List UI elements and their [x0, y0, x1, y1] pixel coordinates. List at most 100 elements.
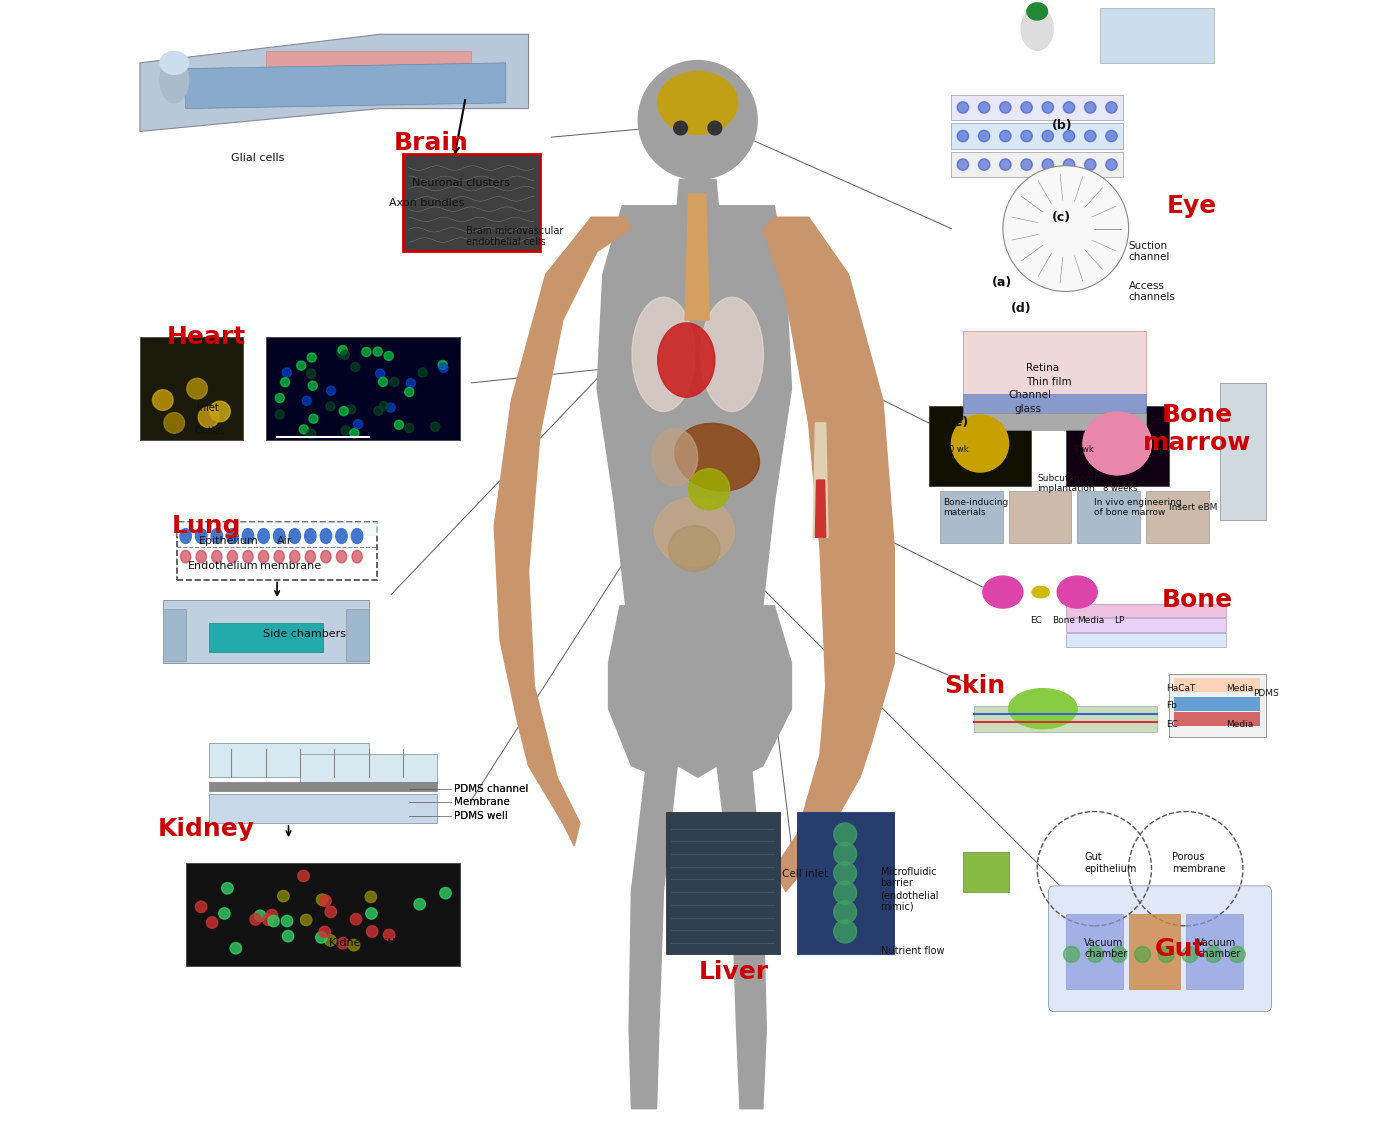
Bar	[1145, 491, 1208, 543]
Text: Bone-inducing
materials: Bone-inducing materials	[944, 498, 1009, 517]
Bar	[963, 413, 1145, 430]
Circle shape	[384, 929, 395, 941]
Ellipse shape	[227, 528, 238, 543]
Circle shape	[342, 426, 350, 435]
Text: Channel: Channel	[1008, 391, 1051, 400]
Circle shape	[1064, 946, 1079, 962]
Circle shape	[1064, 102, 1075, 113]
Text: Brain microvascular
endothelial cells: Brain microvascular endothelial cells	[466, 226, 563, 247]
Circle shape	[834, 901, 857, 924]
Circle shape	[1002, 166, 1128, 291]
Ellipse shape	[1032, 586, 1049, 598]
Ellipse shape	[631, 297, 694, 411]
Ellipse shape	[290, 550, 300, 563]
Circle shape	[1000, 159, 1011, 170]
Text: 0 wk: 0 wk	[949, 445, 969, 454]
Circle shape	[958, 159, 969, 170]
Text: glass: glass	[1015, 405, 1042, 414]
FancyArrowPatch shape	[274, 582, 280, 596]
Bar	[666, 812, 780, 954]
Bar	[952, 95, 1123, 120]
Text: PDMS: PDMS	[1253, 689, 1280, 698]
Ellipse shape	[211, 550, 223, 563]
Circle shape	[375, 369, 385, 378]
Text: (e): (e)	[949, 416, 969, 430]
Circle shape	[365, 892, 377, 903]
Circle shape	[218, 908, 230, 919]
Text: Membrane: Membrane	[454, 798, 510, 807]
Circle shape	[266, 910, 277, 921]
Ellipse shape	[273, 528, 284, 543]
Circle shape	[153, 390, 174, 410]
Circle shape	[255, 910, 266, 921]
Circle shape	[300, 425, 308, 434]
Ellipse shape	[675, 423, 759, 491]
Ellipse shape	[1008, 688, 1077, 729]
Polygon shape	[598, 206, 791, 606]
Circle shape	[298, 870, 309, 881]
Text: PDMS channel: PDMS channel	[454, 784, 529, 793]
Circle shape	[307, 353, 316, 362]
Circle shape	[1021, 130, 1032, 142]
Circle shape	[307, 369, 316, 378]
Circle shape	[395, 421, 403, 430]
Text: Lung: Lung	[171, 514, 241, 537]
Ellipse shape	[274, 550, 284, 563]
Circle shape	[1085, 130, 1096, 142]
Circle shape	[326, 402, 335, 411]
Circle shape	[1021, 159, 1032, 170]
Bar	[176, 522, 377, 580]
Text: Epithelium: Epithelium	[199, 536, 259, 545]
Ellipse shape	[658, 71, 738, 134]
Circle shape	[1205, 946, 1222, 962]
Circle shape	[405, 387, 414, 397]
Ellipse shape	[336, 550, 347, 563]
Circle shape	[958, 102, 969, 113]
Circle shape	[1042, 102, 1054, 113]
Bar	[1175, 712, 1260, 726]
Circle shape	[1000, 130, 1011, 142]
Bar	[1100, 8, 1214, 63]
Ellipse shape	[336, 528, 347, 543]
Text: 8 weeks: 8 weeks	[1103, 483, 1138, 493]
Circle shape	[276, 393, 284, 402]
Polygon shape	[494, 217, 631, 846]
Bar	[1008, 491, 1071, 543]
Circle shape	[367, 926, 378, 937]
Circle shape	[350, 913, 361, 925]
Circle shape	[979, 130, 990, 142]
Text: Access
channels: Access channels	[1128, 281, 1176, 302]
Bar	[952, 152, 1123, 177]
Ellipse shape	[652, 429, 697, 486]
Text: Kidney: Kidney	[158, 817, 255, 840]
Circle shape	[834, 823, 857, 846]
Bar	[928, 406, 1032, 486]
Ellipse shape	[196, 550, 206, 563]
Ellipse shape	[669, 526, 720, 572]
Text: EC: EC	[1166, 720, 1179, 729]
Bar	[1219, 383, 1266, 520]
Bar	[1128, 914, 1180, 989]
Text: Gut: Gut	[1155, 937, 1205, 960]
Circle shape	[1106, 102, 1117, 113]
Circle shape	[316, 894, 328, 905]
Circle shape	[325, 935, 336, 946]
Text: HaCaT: HaCaT	[1166, 684, 1196, 693]
Ellipse shape	[258, 528, 269, 543]
Bar	[963, 852, 1008, 892]
Ellipse shape	[983, 576, 1023, 608]
Bar	[140, 337, 242, 440]
Circle shape	[834, 920, 857, 943]
Circle shape	[1110, 946, 1127, 962]
Bar	[952, 123, 1123, 149]
Bar	[346, 609, 368, 661]
Bar	[403, 154, 540, 251]
Circle shape	[309, 414, 318, 423]
Circle shape	[230, 943, 242, 954]
Text: Brain: Brain	[393, 131, 469, 154]
Polygon shape	[813, 423, 827, 537]
Circle shape	[638, 61, 757, 179]
Bar	[1175, 697, 1260, 711]
Bar	[1175, 678, 1260, 692]
Bar	[186, 863, 461, 966]
